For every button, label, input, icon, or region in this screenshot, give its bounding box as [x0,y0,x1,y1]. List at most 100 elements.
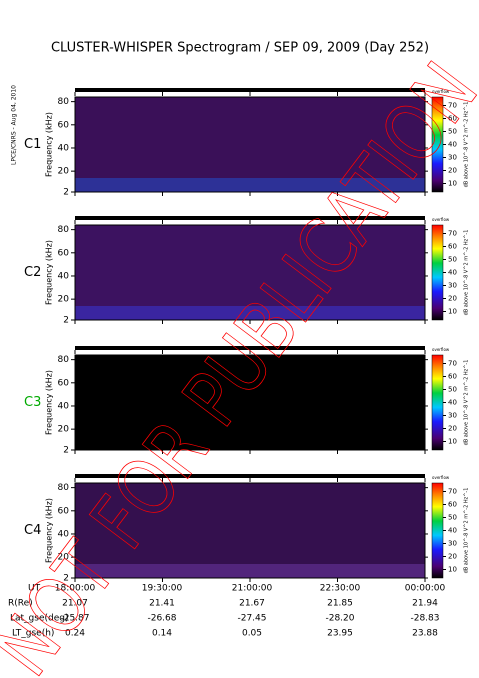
colorbar-tick-label: 20 [448,167,457,175]
colorbar-tick-label: 70 [448,360,457,368]
y-tick-label: 20 [58,553,70,563]
y-tick-label: 60 [58,506,70,516]
colorbar-tick-label: 40 [448,527,457,535]
colorbar-tick-label: 50 [448,514,457,522]
ephemeris-value: -26.68 [147,614,176,624]
y-tick-label: 60 [58,248,70,258]
spectrogram-low-band [75,306,425,320]
colorbar-top-label: overflow [432,89,450,94]
ephemeris-value: 0.14 [152,629,172,639]
colorbar-label: dB above 10^-8 V^2 m^-2 Hz^-1 [464,488,470,574]
spectrogram-low-band [75,564,425,578]
header-bar [75,216,425,220]
panel-label: C2 [24,265,41,280]
panel-label: C4 [24,523,41,538]
y-tick-label: 40 [58,143,70,153]
ephemeris-value: 0.05 [242,629,262,639]
y-axis-label: Frequency (kHz) [45,370,54,435]
ephemeris-label: LT_gse(h) [12,629,54,639]
ephemeris-label: UT [28,584,41,594]
colorbar-tick-label: 20 [448,553,457,561]
colorbar-tick-label: 10 [448,438,457,446]
colorbar-tick-label: 30 [448,412,457,420]
colorbar-tick-label: 30 [448,540,457,548]
colorbar-top-label: overflow [432,347,450,352]
colorbar-tick-label: 40 [448,399,457,407]
colorbar-tick-label: 30 [448,154,457,162]
colorbar-tick-label: 70 [448,230,457,238]
colorbar-tick-label: 60 [448,373,457,381]
side-label: LPCE/CNRS - Aug 04, 2010 [11,85,18,165]
y-axis-label: Frequency (kHz) [45,498,54,563]
y-tick-label: 2 [63,188,69,198]
y-tick-label: 40 [58,271,70,281]
y-tick-label: 60 [58,378,70,388]
y-tick-label: 80 [58,225,70,235]
colorbar-top-label: overflow [432,475,450,480]
colorbar-tick-label: 10 [448,308,457,316]
y-tick-label: 20 [58,425,70,435]
colorbar-tick-label: 60 [448,243,457,251]
spectrogram-background [75,225,425,320]
y-tick-label: 20 [58,295,70,305]
colorbar-tick-label: 50 [448,386,457,394]
colorbar-label: dB above 10^-8 V^2 m^-2 Hz^-1 [464,360,470,446]
ephemeris-value: 23.88 [412,629,438,639]
spectrogram-background [75,483,425,578]
colorbar-tick-label: 10 [448,180,457,188]
colorbar-tick-label: 30 [448,282,457,290]
ephemeris-value: -27.45 [237,614,266,624]
colorbar-tick-label: 60 [448,501,457,509]
ephemeris-value: 23.95 [327,629,353,639]
ephemeris-value: 21.41 [149,599,175,609]
ephemeris-value: 21.94 [412,599,438,609]
colorbar [431,224,444,321]
y-tick-label: 2 [63,446,69,456]
colorbar-tick-label: 50 [448,128,457,136]
colorbar [431,482,444,579]
y-tick-label: 40 [58,529,70,539]
colorbar-tick-label: 60 [448,115,457,123]
ephemeris-value: 00:00:00 [405,584,446,594]
y-axis-label: Frequency (kHz) [45,240,54,305]
ephemeris-value: 21.85 [327,599,353,609]
ephemeris-value: 22:30:00 [320,584,361,594]
ephemeris-value: -25.87 [60,614,89,624]
ephemeris-label: R(Re) [8,599,33,609]
y-tick-label: 80 [58,483,70,493]
panel-label: C1 [24,137,41,152]
y-axis-label: Frequency (kHz) [45,112,54,177]
spectrogram-low-band [75,436,425,450]
colorbar-label: dB above 10^-8 V^2 m^-2 Hz^-1 [464,102,470,188]
panel-label: C3 [24,395,41,410]
colorbar-tick-label: 70 [448,488,457,496]
spectrogram-low-band [75,178,425,192]
header-bar [75,346,425,350]
colorbar-tick-label: 20 [448,295,457,303]
title: CLUSTER-WHISPER Spectrogram / SEP 09, 20… [51,41,429,56]
colorbar-tick-label: 40 [448,141,457,149]
colorbar [431,354,444,451]
ephemeris-value: 19:30:00 [142,584,183,594]
ephemeris-value: 21.67 [239,599,265,609]
ephemeris-value: 21:00:00 [232,584,273,594]
colorbar-tick-label: 10 [448,566,457,574]
colorbar-tick-label: 50 [448,256,457,264]
spectrogram-background [75,97,425,192]
y-tick-label: 80 [58,355,70,365]
ephemeris-value: 18:00:00 [55,584,96,594]
colorbar-label: dB above 10^-8 V^2 m^-2 Hz^-1 [464,230,470,316]
header-bar [75,88,425,92]
ephemeris-value: -28.83 [410,614,439,624]
colorbar-tick-label: 40 [448,269,457,277]
ephemeris-value: 21.07 [62,599,88,609]
y-tick-label: 2 [63,316,69,326]
y-tick-label: 20 [58,167,70,177]
ephemeris-label: Lat_gse(deg) [10,614,68,624]
header-bar [75,474,425,478]
y-tick-label: 40 [58,401,70,411]
colorbar-tick-label: 20 [448,425,457,433]
colorbar-tick-label: 70 [448,102,457,110]
y-tick-label: 60 [58,120,70,130]
